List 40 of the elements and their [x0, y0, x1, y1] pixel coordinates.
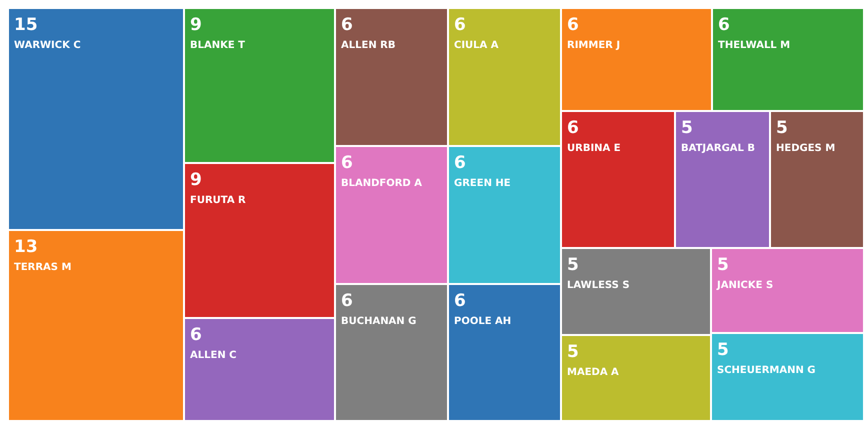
data-label: 6 — [190, 325, 202, 345]
data-label: 5 — [567, 342, 579, 362]
data-label: 6 — [341, 153, 353, 173]
category-label: LAWLESS S — [567, 280, 630, 291]
category-label: JANICKE S — [716, 280, 774, 291]
data-label: 6 — [341, 291, 353, 311]
category-label: BLANDFORD A — [341, 178, 422, 189]
category-label: RIMMER J — [567, 40, 620, 51]
data-label: 6 — [567, 118, 579, 138]
category-label: BATJARGAL B — [681, 143, 755, 154]
data-label: 5 — [717, 255, 729, 275]
category-label: URBINA E — [567, 143, 621, 154]
category-label: MAEDA A — [567, 367, 620, 378]
category-label: SCHEUERMANN G — [717, 365, 816, 376]
data-label: 13 — [14, 237, 38, 257]
data-label: 6 — [718, 15, 730, 35]
data-label: 5 — [567, 255, 579, 275]
category-label: GREEN HE — [454, 178, 511, 189]
category-label: ALLEN C — [190, 350, 237, 361]
category-label: POOLE AH — [454, 316, 512, 327]
category-label: BUCHANAN G — [341, 316, 416, 327]
data-label: 5 — [776, 118, 788, 138]
category-label: FURUTA R — [190, 195, 246, 206]
category-label: BLANKE T — [190, 40, 246, 51]
data-label: 6 — [454, 153, 466, 173]
data-label: 6 — [567, 15, 579, 35]
data-label: 6 — [454, 15, 466, 35]
category-label: TERRAS M — [14, 262, 72, 273]
data-label: 9 — [190, 170, 202, 190]
data-label: 5 — [717, 340, 729, 360]
category-label: ALLEN RB — [341, 40, 396, 51]
category-label: CIULA A — [454, 40, 499, 51]
data-label: 9 — [190, 15, 202, 35]
data-label: 6 — [454, 291, 466, 311]
data-label: 5 — [681, 118, 693, 138]
data-label: 15 — [14, 15, 38, 35]
category-label: THELWALL M — [718, 40, 790, 51]
category-label: WARWICK C — [14, 40, 81, 51]
category-label: HEDGES M — [776, 143, 836, 154]
data-label: 6 — [341, 15, 353, 35]
